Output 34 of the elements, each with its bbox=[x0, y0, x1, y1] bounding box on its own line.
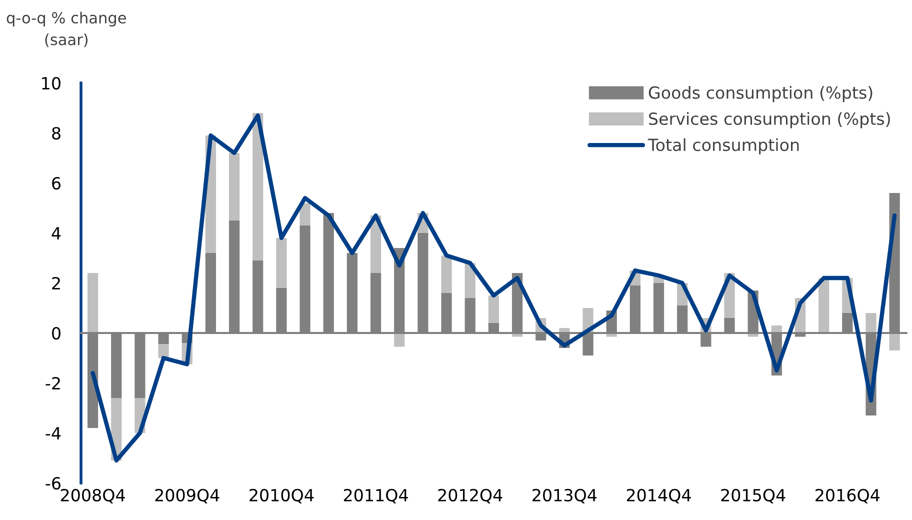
bar bbox=[87, 273, 98, 333]
x-tick-label: 2014Q4 bbox=[626, 488, 691, 504]
y-tick-label: 2 bbox=[52, 276, 60, 290]
bar bbox=[818, 278, 830, 333]
y-tick-label: 8 bbox=[52, 126, 60, 140]
x-tick-label: 2015Q4 bbox=[721, 488, 786, 504]
x-tick-label: 2008Q4 bbox=[60, 488, 125, 504]
x-tick-label: 2010Q4 bbox=[250, 488, 314, 504]
bar bbox=[228, 153, 240, 220]
legend-label: Goods consumption (%pts) bbox=[648, 86, 872, 102]
bar bbox=[488, 296, 499, 323]
x-tick-label: 2009Q4 bbox=[155, 488, 220, 504]
y-tick-label: -6 bbox=[46, 476, 61, 490]
y-tick-label: 0 bbox=[52, 326, 60, 340]
bar bbox=[276, 238, 287, 288]
legend-label: Total consumption bbox=[648, 138, 799, 154]
bar bbox=[866, 313, 876, 333]
y-tick-label: 10 bbox=[42, 76, 60, 90]
bar bbox=[158, 344, 169, 358]
bar bbox=[300, 203, 310, 226]
x-tick-label: 2016Q4 bbox=[816, 488, 880, 504]
y-tick-label: -4 bbox=[46, 427, 61, 440]
y-tick-label: 4 bbox=[52, 227, 61, 240]
y-tick-label: -2 bbox=[46, 376, 60, 390]
x-tick-label: 2012Q4 bbox=[438, 488, 502, 504]
y-tick-label: 6 bbox=[52, 176, 61, 190]
bar bbox=[394, 333, 405, 347]
line-series bbox=[90, 113, 897, 463]
x-tick-label: 2011Q4 bbox=[344, 488, 408, 504]
legend-label: Services consumption (%pts) bbox=[649, 112, 890, 128]
bar bbox=[889, 333, 900, 350]
x-tick-label: 2013Q4 bbox=[532, 488, 597, 504]
y-axis-title: q-o-q % change (saar) bbox=[6, 12, 126, 48]
bar bbox=[441, 256, 452, 293]
